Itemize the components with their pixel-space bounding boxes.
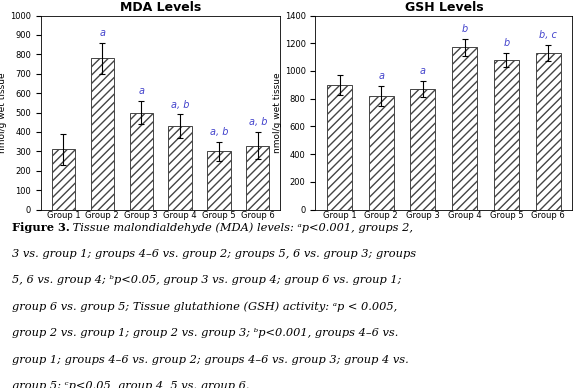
Text: a, b: a, b	[171, 100, 189, 110]
Text: a: a	[138, 86, 144, 96]
Text: group 1; groups 4–6 vs. group 2; groups 4–6 vs. group 3; group 4 vs.: group 1; groups 4–6 vs. group 2; groups …	[12, 355, 408, 365]
Bar	[52, 149, 75, 210]
Bar	[327, 85, 352, 210]
Text: a: a	[99, 28, 105, 38]
Bar	[369, 96, 394, 210]
Bar	[494, 60, 519, 210]
Title: MDA Levels: MDA Levels	[120, 1, 201, 14]
Bar	[168, 126, 192, 210]
Text: b: b	[503, 38, 509, 48]
Bar	[246, 146, 269, 210]
Text: a, b: a, b	[249, 117, 267, 127]
Text: 3 vs. group 1; groups 4–6 vs. group 2; groups 5, 6 vs. group 3; groups: 3 vs. group 1; groups 4–6 vs. group 2; g…	[12, 249, 416, 259]
Text: Figure 3.: Figure 3.	[12, 222, 69, 234]
Text: a: a	[420, 66, 426, 76]
Y-axis label: nmol/g wet tissue: nmol/g wet tissue	[0, 72, 8, 153]
Text: b: b	[461, 24, 468, 34]
Bar	[536, 53, 561, 210]
Y-axis label: nmol/g wet tissue: nmol/g wet tissue	[273, 72, 282, 153]
Text: a: a	[378, 71, 384, 81]
Bar	[207, 151, 231, 210]
Text: a, b: a, b	[210, 127, 228, 137]
Bar	[130, 113, 153, 210]
Bar	[411, 89, 436, 210]
Text: 5, 6 vs. group 4; ᵇp<0.05, group 3 vs. group 4; group 6 vs. group 1;: 5, 6 vs. group 4; ᵇp<0.05, group 3 vs. g…	[12, 275, 401, 285]
Bar	[91, 58, 114, 210]
Text: group 2 vs. group 1; group 2 vs. group 3; ᵇp<0.001, groups 4–6 vs.: group 2 vs. group 1; group 2 vs. group 3…	[12, 328, 398, 338]
Text: group 6 vs. group 5; Tissue glutathione (GSH) activity: ᵃp < 0.005,: group 6 vs. group 5; Tissue glutathione …	[12, 302, 397, 312]
Text: Tissue malondialdehyde (MDA) levels: ᵃp<0.001, groups 2,: Tissue malondialdehyde (MDA) levels: ᵃp<…	[69, 222, 413, 233]
Text: group 5; ᶜp<0.05, group 4, 5 vs. group 6.: group 5; ᶜp<0.05, group 4, 5 vs. group 6…	[12, 381, 249, 388]
Bar	[452, 47, 477, 210]
Text: b, c: b, c	[539, 30, 557, 40]
Title: GSH Levels: GSH Levels	[405, 1, 483, 14]
